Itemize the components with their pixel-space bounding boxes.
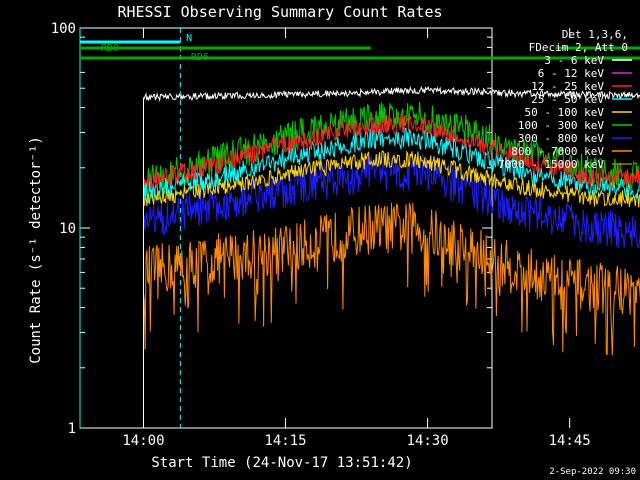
series-line: [143, 113, 640, 428]
series-line: [143, 202, 640, 428]
legend-header: Det 1,3,6,: [562, 28, 628, 41]
x-tick-label: 14:30: [407, 433, 449, 449]
legend-label: 12 - 25 keV: [531, 80, 604, 93]
x-axis-label: Start Time (24-Nov-17 13:51:42): [151, 455, 412, 471]
series-line: [143, 150, 640, 428]
legend-label: 25 - 50 keV: [531, 93, 604, 106]
y-tick-label: 1: [68, 421, 76, 437]
legend-header: FDecim 2, Att 0: [529, 41, 628, 54]
legend-label: 50 - 100 keV: [525, 106, 605, 119]
legend-label: 3 - 6 keV: [544, 54, 604, 67]
y-tick-label: 100: [51, 21, 76, 37]
legend-label: 100 - 300 keV: [518, 119, 604, 132]
band-label: RD0: [101, 43, 119, 54]
series-line: [143, 153, 640, 428]
legend-label: 300 - 800 keV: [518, 132, 604, 145]
legend-label: 7000 - 15000 keV: [498, 158, 604, 171]
plot-area: 14:0014:1514:3014:4515:0015:1515:3011010…: [51, 21, 640, 449]
x-tick-label: 14:45: [549, 433, 591, 449]
series-line: [143, 85, 640, 428]
x-tick-label: 14:15: [264, 433, 306, 449]
series-line: [143, 101, 640, 428]
x-tick-label: 14:00: [122, 433, 164, 449]
chart-title: RHESSI Observing Summary Count Rates: [117, 3, 442, 21]
y-tick-label: 10: [59, 221, 76, 237]
legend-label: 6 - 12 keV: [538, 67, 605, 80]
y-axis-label: Count Rate (s⁻¹ detector⁻¹): [28, 136, 44, 364]
legend-label: 800 - 7000 keV: [511, 145, 604, 158]
band-label: N: [186, 33, 192, 44]
footer-date: 2-Sep-2022 09:30: [549, 467, 636, 477]
band-label: RD6: [191, 52, 209, 63]
